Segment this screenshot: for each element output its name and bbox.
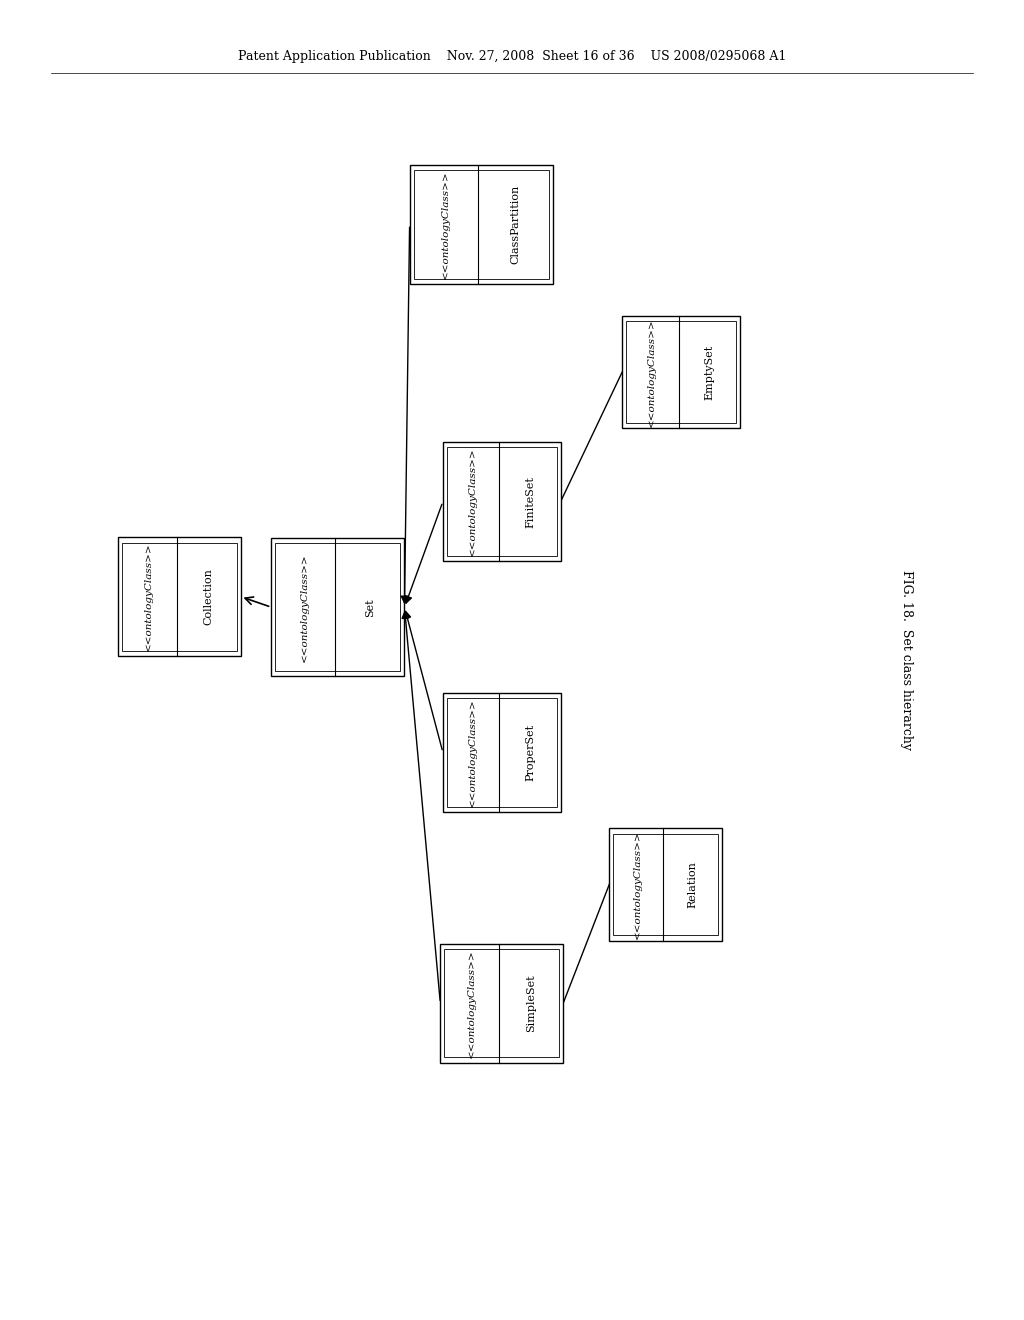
Bar [444, 949, 559, 1057]
Text: Collection: Collection [204, 568, 214, 626]
Text: Relation: Relation [688, 861, 697, 908]
Text: <<ontologyClass>>: <<ontologyClass>> [647, 318, 656, 426]
Bar [410, 165, 553, 284]
Text: FiniteSet: FiniteSet [525, 475, 535, 528]
Text: <<ontologyClass>>: <<ontologyClass>> [633, 830, 642, 939]
Bar [613, 834, 718, 935]
Bar [609, 829, 722, 940]
Bar [627, 322, 735, 422]
Bar [442, 442, 561, 561]
Bar [446, 698, 557, 807]
Text: FIG. 18.  Set class hierarchy: FIG. 18. Set class hierarchy [900, 570, 912, 750]
Bar [623, 317, 739, 428]
Text: Set: Set [365, 598, 375, 616]
Bar [446, 447, 557, 556]
Text: EmptySet: EmptySet [705, 345, 714, 400]
Text: <<ontologyClass>>: <<ontologyClass>> [467, 949, 475, 1057]
Bar [271, 537, 404, 676]
Text: <<ontologyClass>>: <<ontologyClass>> [468, 698, 477, 807]
Bar [118, 537, 241, 656]
Bar [275, 544, 400, 671]
Bar [122, 543, 237, 651]
Text: ProperSet: ProperSet [525, 723, 535, 781]
Bar [442, 693, 561, 812]
Text: <<ontologyClass>>: <<ontologyClass>> [468, 447, 477, 556]
Text: <<ontologyClass>>: <<ontologyClass>> [144, 543, 153, 651]
Text: SimpleSet: SimpleSet [526, 974, 537, 1032]
Text: ClassPartition: ClassPartition [511, 185, 520, 264]
Bar [440, 944, 563, 1063]
Text: <<ontologyClass>>: <<ontologyClass>> [441, 170, 450, 279]
Text: <<ontologyClass>>: <<ontologyClass>> [300, 553, 309, 661]
Text: Patent Application Publication    Nov. 27, 2008  Sheet 16 of 36    US 2008/02950: Patent Application Publication Nov. 27, … [238, 50, 786, 63]
Bar [414, 170, 549, 279]
